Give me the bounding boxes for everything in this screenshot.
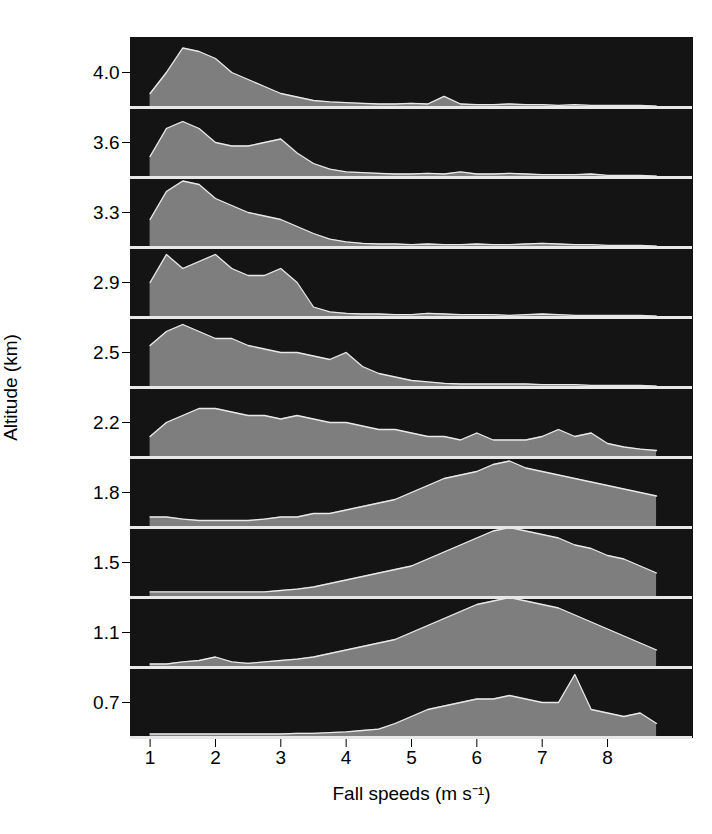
- svg-text:Fall speeds (m s⁻¹): Fall speeds (m s⁻¹): [332, 783, 490, 804]
- svg-text:7: 7: [537, 747, 548, 768]
- svg-text:3.6: 3.6: [93, 132, 119, 153]
- svg-text:8: 8: [602, 747, 613, 768]
- svg-text:5: 5: [406, 747, 417, 768]
- svg-text:3: 3: [276, 747, 287, 768]
- svg-text:1.1: 1.1: [93, 622, 119, 643]
- svg-text:1: 1: [145, 747, 156, 768]
- svg-text:4: 4: [341, 747, 352, 768]
- svg-text:1.8: 1.8: [93, 482, 119, 503]
- svg-text:2: 2: [210, 747, 221, 768]
- svg-text:2.2: 2.2: [93, 412, 119, 433]
- svg-text:6: 6: [472, 747, 483, 768]
- svg-text:0.7: 0.7: [93, 692, 119, 713]
- svg-text:2.9: 2.9: [93, 272, 119, 293]
- svg-text:Altitude (km): Altitude (km): [0, 334, 21, 441]
- svg-text:1.5: 1.5: [93, 552, 119, 573]
- svg-text:4.0: 4.0: [93, 62, 119, 83]
- svg-text:2.5: 2.5: [93, 342, 119, 363]
- svg-text:3.3: 3.3: [93, 202, 119, 223]
